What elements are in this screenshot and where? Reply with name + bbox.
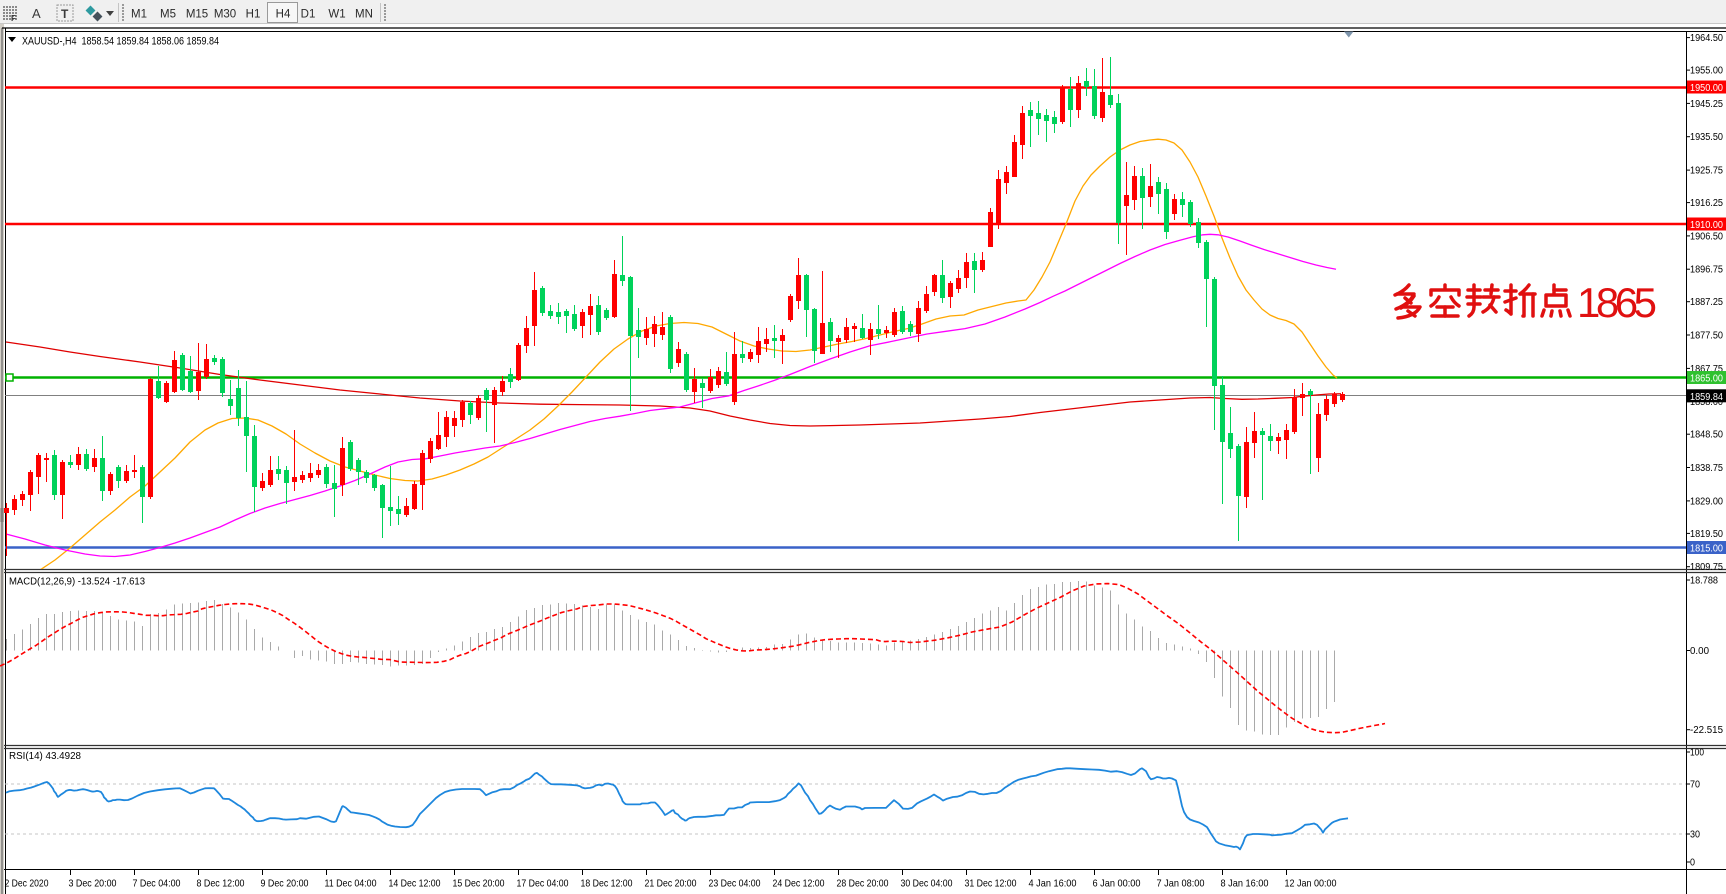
- svg-text:1887.25: 1887.25: [1690, 297, 1724, 308]
- svg-text:M30: M30: [214, 9, 236, 21]
- svg-text:12 Jan 00:00: 12 Jan 00:00: [1285, 879, 1337, 890]
- svg-text:A: A: [32, 6, 41, 21]
- svg-text:D1: D1: [301, 9, 316, 21]
- svg-text:1819.50: 1819.50: [1690, 529, 1724, 540]
- svg-text:1964.50: 1964.50: [1690, 33, 1724, 44]
- svg-text:70: 70: [1690, 780, 1700, 791]
- svg-text:1865: 1865: [1577, 279, 1657, 326]
- svg-text:RSI(14) 43.4928: RSI(14) 43.4928: [9, 751, 81, 762]
- svg-text:14 Dec 12:00: 14 Dec 12:00: [389, 879, 441, 890]
- svg-text:18 Dec 12:00: 18 Dec 12:00: [581, 879, 633, 890]
- svg-text:18.788: 18.788: [1690, 576, 1719, 587]
- svg-text:1896.75: 1896.75: [1690, 265, 1724, 276]
- svg-text:1865.00: 1865.00: [1690, 374, 1724, 385]
- svg-text:M1: M1: [131, 9, 147, 21]
- svg-text:1945.25: 1945.25: [1690, 99, 1724, 110]
- svg-text:1838.75: 1838.75: [1690, 463, 1724, 474]
- svg-text:1867.75: 1867.75: [1690, 364, 1724, 375]
- svg-text:4 Jan 16:00: 4 Jan 16:00: [1029, 879, 1077, 890]
- svg-text:MACD(12,26,9) -13.524 -17.613: MACD(12,26,9) -13.524 -17.613: [9, 577, 145, 588]
- svg-text:W1: W1: [328, 9, 345, 21]
- svg-text:15 Dec 20:00: 15 Dec 20:00: [453, 879, 505, 890]
- svg-text:M15: M15: [186, 9, 208, 21]
- svg-text:21 Dec 20:00: 21 Dec 20:00: [645, 879, 697, 890]
- svg-text:1815.00: 1815.00: [1690, 544, 1724, 555]
- svg-text:11 Dec 04:00: 11 Dec 04:00: [325, 879, 377, 890]
- svg-text:1877.50: 1877.50: [1690, 331, 1724, 342]
- svg-text:1848.50: 1848.50: [1690, 430, 1724, 441]
- svg-text:6 Jan 00:00: 6 Jan 00:00: [1093, 879, 1141, 890]
- svg-text:1910.00: 1910.00: [1690, 220, 1724, 231]
- svg-text:24 Dec 12:00: 24 Dec 12:00: [773, 879, 825, 890]
- svg-text:H4: H4: [276, 9, 291, 21]
- svg-text:1955.00: 1955.00: [1690, 66, 1724, 77]
- svg-text:23 Dec 04:00: 23 Dec 04:00: [709, 879, 761, 890]
- svg-text:0.00: 0.00: [1690, 646, 1710, 657]
- svg-text:M5: M5: [160, 9, 176, 21]
- svg-text:H1: H1: [246, 9, 261, 21]
- svg-text:30: 30: [1690, 830, 1700, 841]
- svg-text:7 Jan 08:00: 7 Jan 08:00: [1157, 879, 1205, 890]
- svg-text:T: T: [61, 7, 69, 21]
- svg-text:1809.75: 1809.75: [1690, 562, 1724, 573]
- svg-text:7 Dec 04:00: 7 Dec 04:00: [133, 879, 181, 890]
- svg-text:8 Jan 16:00: 8 Jan 16:00: [1221, 879, 1269, 890]
- svg-text:1859.84: 1859.84: [1690, 392, 1724, 403]
- svg-text:1925.75: 1925.75: [1690, 166, 1724, 177]
- svg-text:-22.515: -22.515: [1690, 725, 1724, 736]
- svg-text:1950.00: 1950.00: [1690, 83, 1724, 94]
- svg-text:30 Dec 04:00: 30 Dec 04:00: [901, 879, 953, 890]
- svg-text:1858.00: 1858.00: [1690, 397, 1724, 408]
- svg-text:0: 0: [1690, 858, 1696, 869]
- svg-text:1829.00: 1829.00: [1690, 496, 1724, 507]
- svg-text:3 Dec 20:00: 3 Dec 20:00: [69, 879, 117, 890]
- svg-text:1906.50: 1906.50: [1690, 231, 1724, 242]
- svg-text:9 Dec 20:00: 9 Dec 20:00: [261, 879, 309, 890]
- svg-text:MN: MN: [355, 9, 373, 21]
- svg-text:8 Dec 12:00: 8 Dec 12:00: [197, 879, 245, 890]
- svg-text:100: 100: [1690, 748, 1704, 759]
- svg-text:28 Dec 20:00: 28 Dec 20:00: [837, 879, 889, 890]
- svg-text:1916.25: 1916.25: [1690, 198, 1724, 209]
- svg-text:17 Dec 04:00: 17 Dec 04:00: [517, 879, 569, 890]
- svg-text:F: F: [11, 14, 16, 23]
- svg-text:XAUUSD-,H4 1858.54 1859.84 18: XAUUSD-,H4 1858.54 1859.84 1858.06 1859.…: [22, 36, 219, 48]
- svg-text:2 Dec 2020: 2 Dec 2020: [5, 879, 49, 890]
- svg-text:31 Dec 12:00: 31 Dec 12:00: [965, 879, 1017, 890]
- svg-text:1935.50: 1935.50: [1690, 132, 1724, 143]
